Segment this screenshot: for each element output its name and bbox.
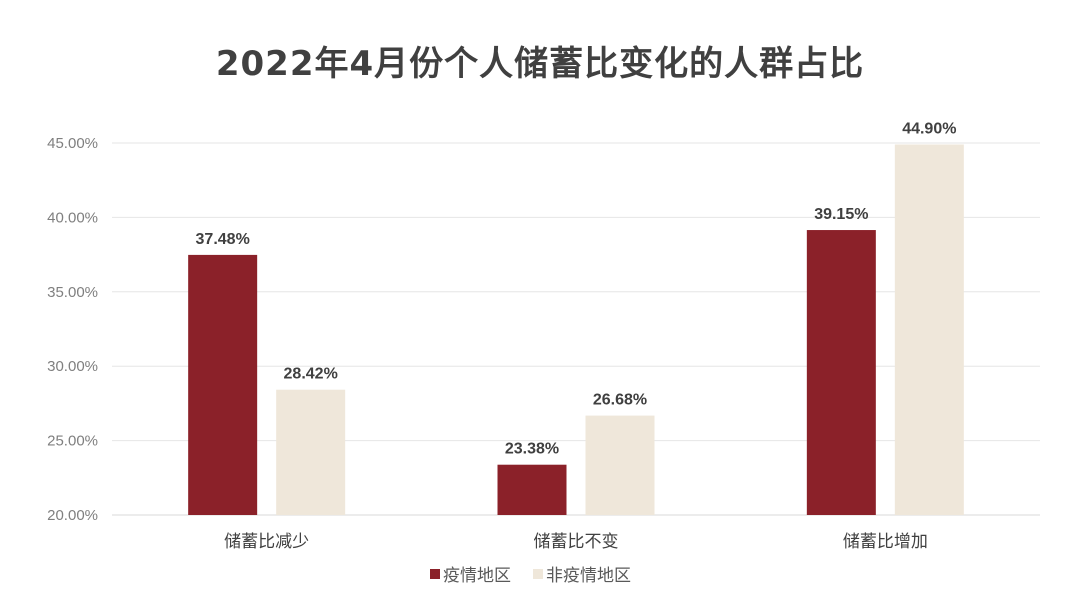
chart-title: 2022年4月份个人储蓄比变化的人群占比 (215, 44, 865, 84)
y-tick-label: 25.00% (47, 433, 98, 450)
legend-label: 疫情地区 (443, 566, 511, 586)
y-tick-label: 30.00% (47, 358, 98, 375)
legend-label: 非疫情地区 (546, 566, 631, 586)
y-tick-label: 35.00% (47, 284, 98, 301)
x-category-label: 储蓄比增加 (843, 532, 928, 552)
y-tick-label: 40.00% (47, 209, 98, 226)
bar-non-epidemic (585, 415, 655, 515)
y-tick-label: 20.00% (47, 507, 98, 524)
bar-epidemic (497, 464, 567, 515)
y-tick-label: 45.00% (47, 135, 98, 152)
bar-non-epidemic (894, 144, 964, 515)
legend-swatch (430, 569, 440, 579)
data-label: 39.15% (814, 206, 868, 223)
legend-swatch (533, 569, 543, 579)
bar-non-epidemic (276, 389, 346, 515)
data-label: 44.90% (902, 120, 956, 137)
x-category-label: 储蓄比不变 (534, 532, 619, 552)
data-label: 28.42% (284, 366, 338, 383)
x-category-label: 储蓄比减少 (224, 532, 309, 552)
data-label: 26.68% (593, 392, 647, 409)
data-label: 23.38% (505, 441, 559, 458)
data-label: 37.48% (196, 231, 250, 248)
bar-epidemic (188, 254, 258, 516)
bar-epidemic (806, 230, 876, 515)
